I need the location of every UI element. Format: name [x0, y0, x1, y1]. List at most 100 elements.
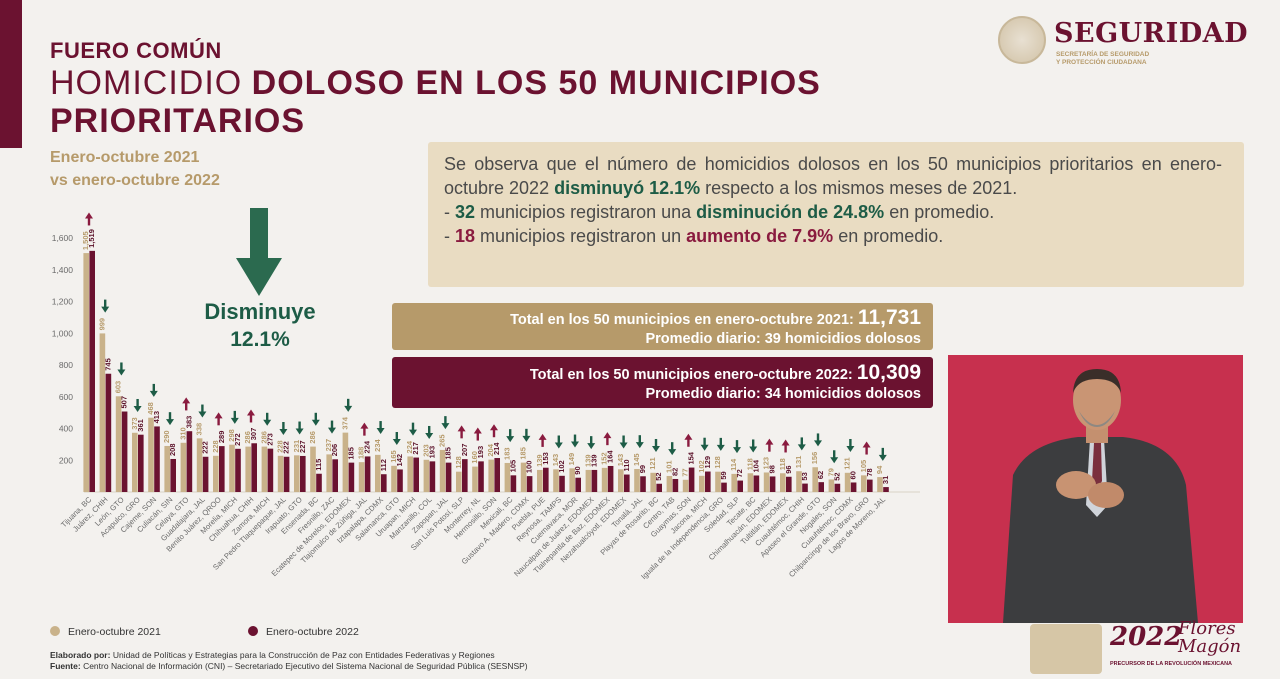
- bar-2021: [132, 432, 138, 492]
- total-2022-line: Total en los 50 municipios enero-octubre…: [392, 362, 921, 385]
- bar-2022: [575, 477, 581, 492]
- title-bold: DOLOSO EN LOS 50 MUNICIPIOS PRIORITARIOS: [50, 64, 821, 140]
- value-label-2022: 361: [136, 419, 145, 432]
- trend-up-icon: [249, 414, 253, 423]
- bar-2021: [261, 446, 268, 492]
- increase-text-end: en promedio.: [833, 226, 944, 246]
- trend-down-icon: [752, 439, 755, 448]
- footnote-src-text: Centro Nacional de Información (CNI) – S…: [80, 660, 528, 671]
- bar-2021: [537, 469, 543, 492]
- value-label-2021: 143: [551, 454, 560, 467]
- bar-2022: [121, 411, 128, 492]
- bar-2021: [115, 396, 122, 492]
- bar-2021: [812, 467, 818, 492]
- brand-2022: 2022 Flores Magón PRECURSOR DE LA REVOLU…: [1030, 620, 1250, 675]
- value-label-2022: 273: [265, 433, 274, 446]
- trend-down-icon: [411, 422, 415, 431]
- value-label-2021: 156: [810, 452, 819, 465]
- value-label-2021: 185: [519, 447, 528, 460]
- period-line-2: vs enero-octubre 2022: [50, 172, 220, 189]
- trend-down-icon: [347, 398, 350, 407]
- trend-down-icon: [814, 440, 822, 447]
- bar-2021: [504, 462, 511, 492]
- bar-2022: [267, 448, 274, 492]
- value-label-2022: 154: [687, 451, 696, 464]
- value-label-2022: 507: [120, 396, 129, 409]
- bar-2022: [834, 483, 841, 492]
- value-label-2021: 1,505: [81, 231, 90, 250]
- trend-up-icon: [784, 444, 787, 453]
- trend-down-icon: [133, 405, 142, 412]
- bar-2022: [445, 462, 452, 492]
- bar-2022: [154, 426, 160, 492]
- value-label-2021: 237: [324, 439, 333, 452]
- trend-up-icon: [217, 417, 220, 426]
- bar-2022: [624, 474, 630, 492]
- value-label-2021: 79: [826, 468, 835, 476]
- value-label-2022: 105: [508, 460, 517, 473]
- bar-2022: [105, 373, 112, 492]
- trend-down-icon: [525, 428, 528, 437]
- daily-2022: Promedio diario: 34 homicidios dolosos: [645, 386, 921, 402]
- value-label-2021: 121: [843, 457, 852, 470]
- trend-down-icon: [635, 442, 644, 449]
- y-tick-label: 200: [59, 455, 73, 465]
- trend-down-icon: [800, 437, 803, 446]
- value-label-2021: 286: [243, 431, 252, 444]
- value-label-2022: 153: [541, 452, 550, 465]
- trend-down-icon: [522, 435, 531, 442]
- logo-word: SEGURIDAD: [1054, 18, 1249, 49]
- decrease-callout: Disminuye 12.1%: [190, 298, 330, 354]
- trend-down-icon: [263, 419, 272, 426]
- trend-down-icon: [441, 423, 450, 430]
- trend-down-icon: [379, 421, 382, 430]
- bar-2021: [407, 456, 413, 492]
- trend-up-icon: [182, 397, 191, 404]
- bar-2022: [462, 459, 468, 492]
- trend-down-icon: [716, 444, 725, 451]
- value-label-2022: 31: [881, 476, 890, 484]
- bar-2022: [235, 448, 241, 492]
- trend-up-icon: [247, 409, 255, 416]
- value-label-2021: 298: [227, 429, 236, 442]
- value-label-2022: 90: [573, 466, 582, 474]
- y-tick-label: 1,400: [52, 265, 74, 275]
- bar-2022: [607, 465, 614, 492]
- value-label-2022: 82: [670, 468, 679, 476]
- value-label-2022: 185: [444, 447, 453, 460]
- legend-2021-label: Enero-octubre 2021: [68, 626, 161, 638]
- trend-down-icon: [833, 450, 836, 459]
- bar-2022: [494, 458, 500, 492]
- legend-2022-swatch: [248, 626, 258, 636]
- value-label-2021: 290: [162, 430, 171, 443]
- value-label-2021: 105: [859, 460, 868, 473]
- trend-down-icon: [117, 369, 126, 376]
- trend-up-icon: [862, 441, 871, 448]
- logo-sub-line-1: SECRETARÍA DE SEGURIDAD: [1056, 51, 1150, 58]
- trend-up-icon: [687, 438, 690, 447]
- bar-2021: [731, 473, 737, 492]
- bar-2022: [867, 479, 873, 492]
- logo-sub-line-2: Y PROTECCIÓN CIUDADANA: [1056, 59, 1147, 66]
- trend-down-icon: [587, 443, 596, 450]
- trend-down-icon: [120, 362, 123, 371]
- trend-down-icon: [282, 422, 285, 431]
- bar-2021: [229, 444, 235, 492]
- trend-down-icon: [330, 420, 334, 429]
- bar-2022: [543, 467, 549, 492]
- bar-2021: [472, 466, 478, 492]
- bar-2022: [818, 482, 824, 492]
- trend-down-icon: [152, 383, 155, 392]
- trend-up-icon: [360, 422, 369, 429]
- bar-2021: [488, 459, 494, 492]
- brand-year: 2022: [1110, 622, 1183, 652]
- trend-down-icon: [735, 440, 739, 449]
- value-label-2022: 193: [427, 446, 436, 459]
- bar-2021: [763, 472, 770, 492]
- trend-down-icon: [830, 457, 839, 464]
- trend-down-icon: [557, 435, 560, 444]
- trend-down-icon: [166, 419, 174, 426]
- trend-down-icon: [295, 428, 304, 435]
- bar-2021: [650, 472, 656, 492]
- trend-down-icon: [425, 432, 434, 439]
